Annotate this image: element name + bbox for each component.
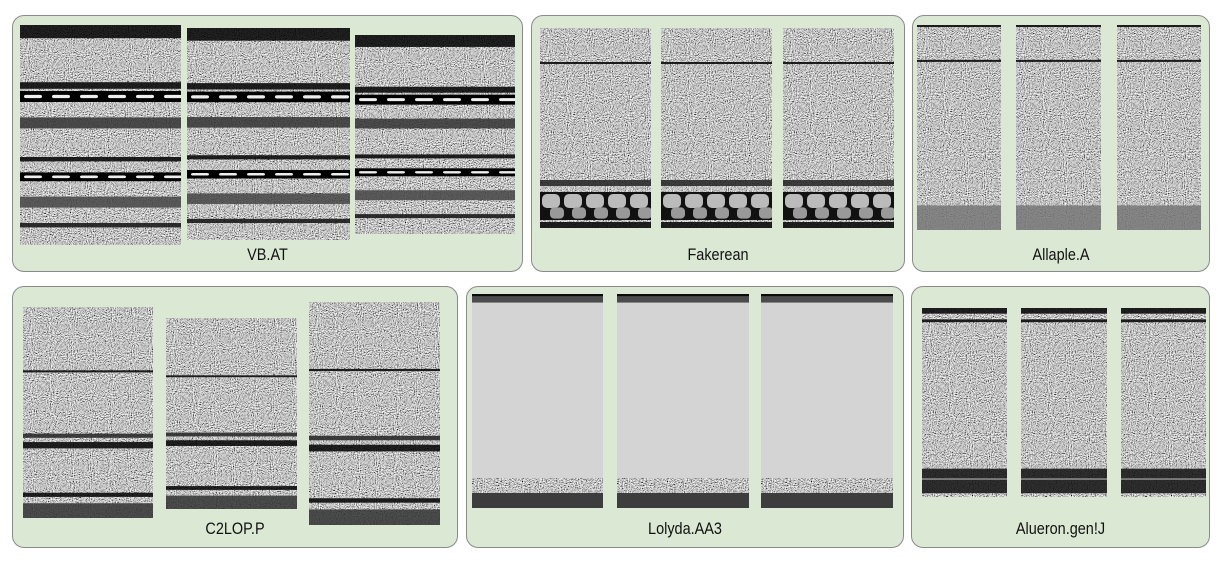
malware-image [922, 308, 1007, 497]
malware-image [1121, 308, 1206, 497]
malware-image [23, 307, 153, 518]
family-label: Alueron.gen!J [1015, 519, 1106, 538]
malware-image [355, 35, 515, 234]
malware-image [472, 294, 603, 508]
malware-image [166, 318, 297, 509]
malware-image [617, 294, 749, 508]
malware-image [1117, 25, 1201, 230]
malware-image [783, 28, 894, 228]
malware-image [761, 294, 893, 508]
malware-image [20, 25, 181, 245]
malware-image [187, 28, 350, 240]
malware-image [661, 28, 772, 228]
malware-image [917, 25, 1001, 230]
malware-image [1016, 25, 1101, 230]
family-label: C2LOP.P [205, 519, 265, 538]
malware-image [309, 302, 440, 525]
family-label: Allaple.A [1032, 245, 1090, 264]
malware-image [1021, 308, 1107, 497]
family-label: Lolyda.AA3 [648, 519, 722, 538]
family-label: VB.AT [247, 245, 288, 264]
family-label: Fakerean [687, 245, 749, 264]
malware-image [540, 28, 651, 228]
